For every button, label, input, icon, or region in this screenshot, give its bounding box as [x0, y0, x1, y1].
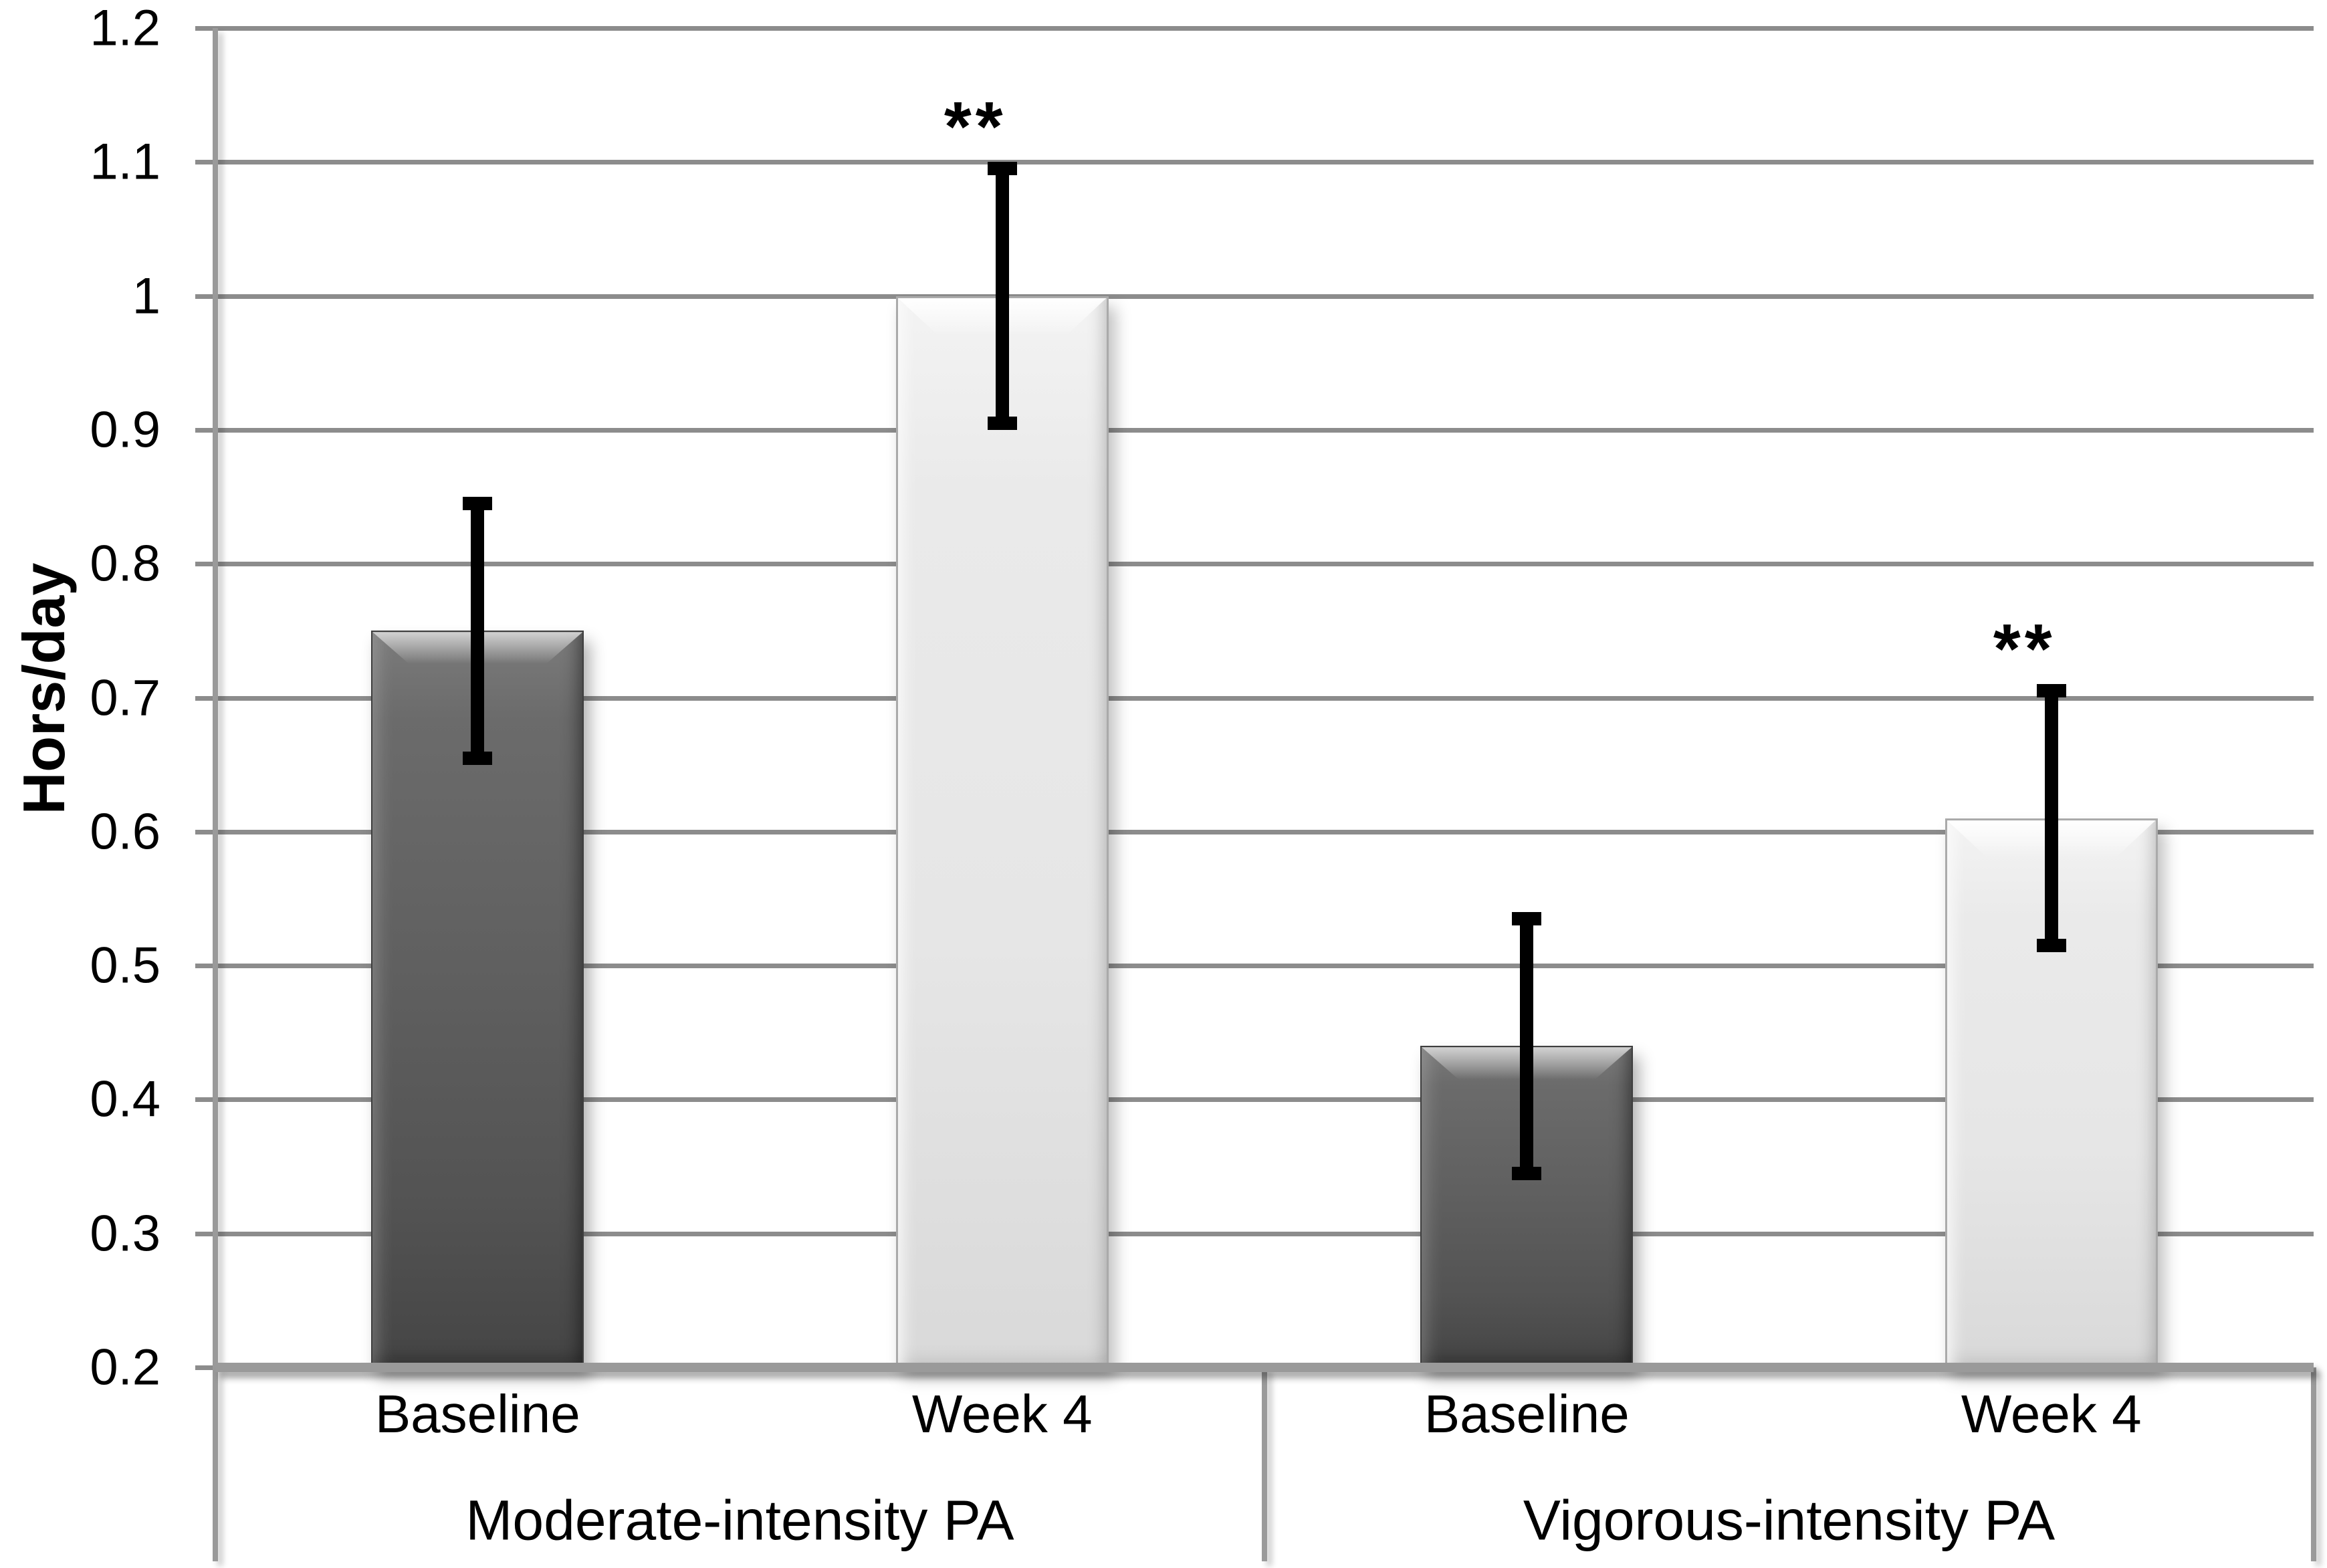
gridline-0.5	[215, 964, 2314, 969]
y-tick-label-0.6: 0.6	[90, 803, 160, 861]
significance-marker: **	[1993, 610, 2056, 689]
error-cap-low	[1512, 1166, 1542, 1180]
category-divider	[1262, 1367, 1267, 1561]
y-tick-0.8	[195, 562, 215, 567]
category-label-week-4: Week 4	[1961, 1384, 2142, 1444]
bar-week-4-moderate-intensity-pa	[895, 296, 1109, 1367]
y-axis-title: Hors/day	[11, 562, 77, 815]
y-tick-0.2	[195, 1365, 215, 1370]
y-tick-1	[195, 294, 215, 299]
error-cap-low	[2036, 939, 2066, 953]
error-bar-baseline-moderate-intensity-pa	[471, 497, 485, 765]
gridline-0.8	[215, 562, 2314, 567]
category-label-week-4: Week 4	[911, 1384, 1093, 1444]
error-cap-low	[987, 416, 1017, 430]
error-cap-low	[463, 751, 493, 765]
gridline-0.7	[215, 695, 2314, 701]
error-bar-week-4-moderate-intensity-pa	[995, 162, 1009, 430]
error-cap-high	[1512, 911, 1542, 925]
y-tick-label-1.2: 1.2	[90, 0, 160, 57]
y-tick-0.5	[195, 964, 215, 969]
gridline-1.2	[215, 26, 2314, 31]
gridline-0.3	[215, 1231, 2314, 1236]
group-label-vigorous-intensity-pa: Vigorous-intensity PA	[1523, 1488, 2056, 1552]
y-tick-label-1: 1	[132, 267, 160, 325]
error-cap-high	[2036, 684, 2066, 698]
category-label-baseline: Baseline	[374, 1384, 580, 1444]
gridline-0.6	[215, 829, 2314, 834]
x-axis-baseline	[215, 1363, 2314, 1372]
y-tick-label-0.2: 0.2	[90, 1339, 160, 1396]
y-tick-label-0.5: 0.5	[90, 937, 160, 994]
gridline-1	[215, 294, 2314, 299]
group-label-moderate-intensity-pa: Moderate-intensity PA	[465, 1488, 1014, 1552]
significance-marker: **	[944, 88, 1007, 166]
category-divider	[2311, 1367, 2316, 1561]
gridline-1.1	[215, 160, 2314, 165]
error-cap-high	[987, 162, 1017, 176]
y-tick-label-0.4: 0.4	[90, 1071, 160, 1128]
y-tick-1.2	[195, 26, 215, 31]
y-tick-0.7	[195, 695, 215, 701]
category-label-baseline: Baseline	[1424, 1384, 1630, 1444]
y-axis-line	[213, 28, 218, 1561]
y-tick-label-1.1: 1.1	[90, 133, 160, 191]
y-tick-label-0.7: 0.7	[90, 669, 160, 726]
y-tick-label-0.8: 0.8	[90, 535, 160, 592]
y-tick-label-0.9: 0.9	[90, 401, 160, 459]
y-tick-label-0.3: 0.3	[90, 1205, 160, 1262]
error-bar-week-4-vigorous-intensity-pa	[2044, 684, 2058, 953]
gridline-0.4	[215, 1097, 2314, 1103]
y-tick-0.6	[195, 829, 215, 834]
error-cap-high	[463, 497, 493, 511]
y-tick-0.4	[195, 1097, 215, 1103]
error-bar-baseline-vigorous-intensity-pa	[1520, 911, 1534, 1180]
y-tick-0.9	[195, 427, 215, 433]
y-tick-0.3	[195, 1231, 215, 1236]
gridline-0.9	[215, 427, 2314, 433]
y-tick-1.1	[195, 160, 215, 165]
